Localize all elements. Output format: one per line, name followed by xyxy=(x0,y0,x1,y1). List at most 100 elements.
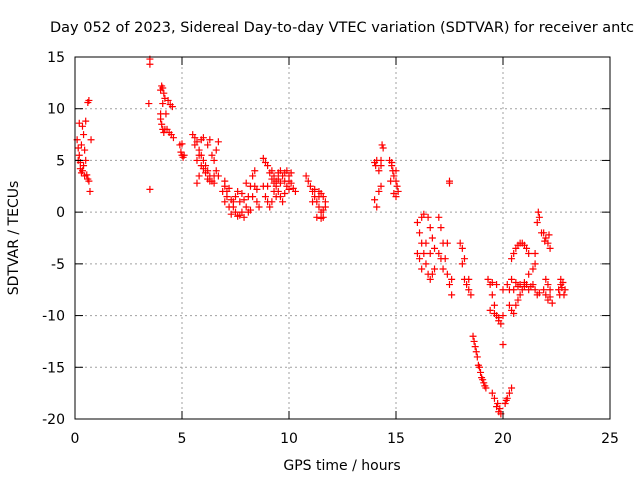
data-point xyxy=(428,234,436,242)
x-axis-label: GPS time / hours xyxy=(283,458,400,474)
y-tick-label: -5 xyxy=(51,257,65,273)
data-point xyxy=(388,158,396,166)
data-point xyxy=(426,224,434,232)
data-point xyxy=(227,196,235,204)
data-point xyxy=(393,182,401,190)
data-point xyxy=(486,306,494,314)
data-point xyxy=(236,211,244,219)
data-point xyxy=(75,119,83,127)
data-point xyxy=(157,115,165,123)
data-point xyxy=(431,265,439,273)
data-point xyxy=(264,162,272,170)
data-point xyxy=(390,190,398,198)
data-point xyxy=(274,175,282,183)
data-point xyxy=(503,281,511,289)
data-point xyxy=(418,265,426,273)
data-point xyxy=(77,141,85,149)
data-point xyxy=(488,278,496,286)
data-point xyxy=(199,156,207,164)
data-point xyxy=(168,103,176,111)
data-point xyxy=(426,275,434,283)
data-point xyxy=(264,182,272,190)
data-point xyxy=(268,167,276,175)
data-point xyxy=(540,286,548,294)
data-point xyxy=(378,141,386,149)
data-point xyxy=(249,193,257,201)
data-point xyxy=(426,250,434,258)
data-point xyxy=(505,301,513,309)
data-point xyxy=(413,250,421,258)
data-point xyxy=(469,332,477,340)
data-point xyxy=(253,185,261,193)
data-point xyxy=(413,218,421,226)
data-point xyxy=(540,229,548,237)
axis-ticks xyxy=(74,56,611,420)
y-tick-label: 5 xyxy=(56,153,65,169)
data-point xyxy=(495,314,503,322)
data-point xyxy=(244,208,252,216)
data-point xyxy=(206,136,214,144)
data-point xyxy=(474,361,482,369)
data-point xyxy=(420,210,428,218)
data-point xyxy=(86,187,94,195)
data-point xyxy=(510,310,518,318)
data-point xyxy=(78,122,86,130)
x-tick-label: 10 xyxy=(280,431,298,447)
data-point xyxy=(488,291,496,299)
data-point xyxy=(443,270,451,278)
data-point xyxy=(465,286,473,294)
data-point xyxy=(74,144,82,152)
data-point xyxy=(251,167,259,175)
data-point xyxy=(281,190,289,198)
data-point xyxy=(535,289,543,297)
data-point xyxy=(178,140,186,148)
x-tick-label: 25 xyxy=(601,431,619,447)
y-tick-label: -20 xyxy=(42,412,65,428)
data-point xyxy=(315,193,323,201)
data-point xyxy=(544,281,552,289)
data-point xyxy=(499,286,507,294)
data-point xyxy=(272,193,280,201)
data-point xyxy=(435,250,443,258)
data-point xyxy=(249,172,257,180)
data-point xyxy=(420,250,428,258)
data-point xyxy=(531,250,539,258)
plot-area-frame xyxy=(74,56,611,420)
data-point xyxy=(204,141,212,149)
data-point xyxy=(304,177,312,185)
data-point xyxy=(169,134,177,142)
data-point xyxy=(75,151,83,159)
data-point xyxy=(480,379,488,387)
data-point xyxy=(242,179,250,187)
grid-lines xyxy=(75,57,610,419)
data-point xyxy=(467,291,475,299)
data-point xyxy=(477,368,485,376)
data-point xyxy=(373,156,381,164)
data-point xyxy=(195,172,203,180)
data-point xyxy=(516,291,524,299)
data-point xyxy=(82,156,90,164)
data-point xyxy=(206,177,214,185)
data-point xyxy=(496,405,504,413)
data-point xyxy=(82,117,90,125)
data-point xyxy=(80,162,88,170)
data-point xyxy=(232,208,239,216)
data-point xyxy=(557,275,565,283)
data-point xyxy=(317,214,325,222)
data-point xyxy=(529,265,537,273)
data-point xyxy=(525,270,533,278)
data-point xyxy=(546,286,554,294)
data-point xyxy=(146,60,154,68)
x-tick-label: 15 xyxy=(387,431,405,447)
data-point xyxy=(214,138,222,146)
data-point xyxy=(212,146,220,154)
data-point xyxy=(542,275,550,283)
data-point xyxy=(458,244,466,252)
data-point xyxy=(80,131,88,139)
data-point xyxy=(197,162,205,170)
data-point xyxy=(193,179,201,187)
data-point xyxy=(416,229,424,237)
data-point xyxy=(210,179,218,187)
data-point xyxy=(281,169,289,177)
